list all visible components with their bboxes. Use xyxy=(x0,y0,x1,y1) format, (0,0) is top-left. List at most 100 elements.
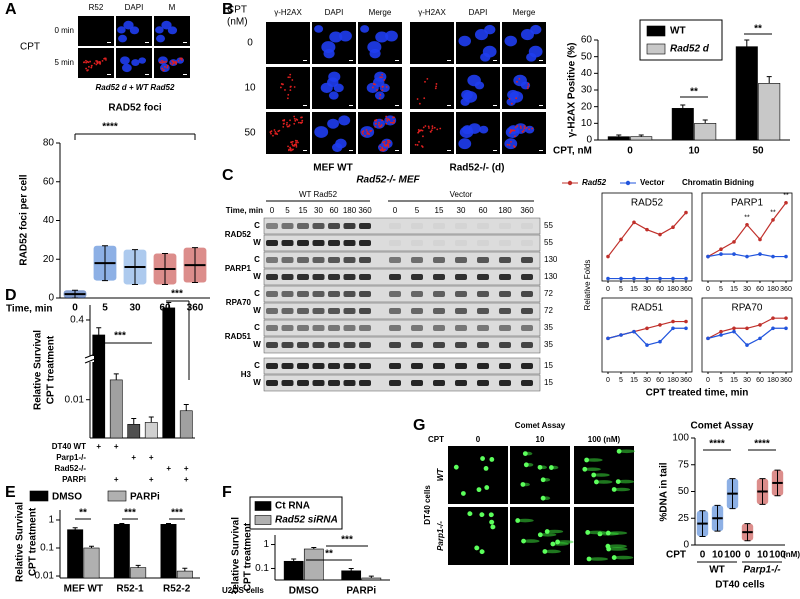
focus xyxy=(385,86,388,88)
focus xyxy=(523,127,526,130)
x-tick-label: 30 xyxy=(743,286,751,293)
panel-letter: A xyxy=(5,1,17,18)
focus xyxy=(519,125,522,128)
band xyxy=(359,308,371,314)
band xyxy=(359,342,371,348)
band xyxy=(455,342,467,348)
focus xyxy=(283,122,285,125)
channel-label: DAPI xyxy=(469,8,488,17)
size-marker: 35 xyxy=(544,340,553,349)
row-label: 10 xyxy=(244,83,256,94)
comet-tail xyxy=(618,449,636,454)
focus xyxy=(510,102,513,105)
band xyxy=(328,325,340,331)
focus xyxy=(508,144,511,146)
focus xyxy=(301,121,303,124)
x-tick-label: 15 xyxy=(730,377,738,384)
focus xyxy=(516,80,518,83)
focus xyxy=(386,119,389,122)
focus xyxy=(101,59,104,62)
blot-strip xyxy=(263,302,541,320)
fraction-label: C xyxy=(254,221,260,230)
point xyxy=(706,336,710,341)
nucleus xyxy=(460,98,470,106)
scale-bar xyxy=(539,60,543,61)
x-tick-label: PARPi xyxy=(346,586,376,594)
band xyxy=(297,342,309,348)
nucleus xyxy=(118,34,128,43)
condition-mark: + xyxy=(131,453,136,462)
bar xyxy=(109,379,123,439)
scale-bar xyxy=(539,150,543,151)
legend-label: Vector xyxy=(640,178,664,187)
legend-marker xyxy=(567,180,573,186)
group-label: Parp1-/- xyxy=(743,565,781,576)
y-tick-label: 1 xyxy=(48,515,54,526)
scale-bar xyxy=(303,105,307,106)
point xyxy=(671,319,675,324)
focus xyxy=(289,86,292,88)
comet-head xyxy=(460,491,466,496)
band xyxy=(411,291,423,297)
x-tick-label: 5 xyxy=(719,286,723,293)
comet-head xyxy=(611,555,617,560)
focus xyxy=(89,60,91,63)
band xyxy=(297,380,309,386)
point xyxy=(719,329,723,334)
focus xyxy=(510,140,512,143)
error-bar xyxy=(183,404,189,411)
blot-strip xyxy=(263,285,541,303)
focus xyxy=(522,129,525,132)
focus xyxy=(389,141,391,144)
band xyxy=(499,274,511,280)
legend-marker xyxy=(625,180,631,186)
nucleus xyxy=(167,26,178,35)
scale-bar xyxy=(395,60,399,61)
blot-header: Rad52-/- MEF xyxy=(356,175,420,186)
comet-image xyxy=(448,507,508,565)
focus xyxy=(379,145,381,148)
point xyxy=(658,339,662,344)
band xyxy=(433,380,445,386)
nucleus xyxy=(479,125,489,134)
point xyxy=(619,237,623,242)
band xyxy=(477,308,489,314)
band xyxy=(521,291,533,297)
y-tick-label: 100 xyxy=(672,433,689,444)
focus xyxy=(279,86,282,89)
band xyxy=(343,308,356,314)
size-marker: 15 xyxy=(544,361,553,370)
band xyxy=(359,380,371,386)
nucleus xyxy=(321,41,336,54)
band xyxy=(521,380,533,386)
significance: **** xyxy=(102,122,118,133)
focus xyxy=(90,65,93,67)
nucleus xyxy=(155,26,164,34)
band xyxy=(411,342,423,348)
legend-label: PARPi xyxy=(130,492,160,503)
band xyxy=(343,380,356,386)
x-tick-label: 180 xyxy=(767,377,779,384)
band xyxy=(389,257,401,263)
nucleus xyxy=(385,30,398,42)
scale-bar xyxy=(145,42,149,43)
row-label: 50 xyxy=(244,128,256,139)
y-axis-label: CPT treatment xyxy=(28,507,39,576)
channel-label: Merge xyxy=(513,8,536,17)
focus xyxy=(172,60,175,63)
focus xyxy=(514,135,516,138)
fraction-label: W xyxy=(253,306,261,315)
focus xyxy=(179,57,181,60)
channel-label: Merge xyxy=(369,8,392,17)
point xyxy=(645,326,649,331)
point xyxy=(745,326,749,331)
x-tick-label: 50 xyxy=(752,146,764,157)
x-tick-label: 5 xyxy=(719,377,723,384)
point xyxy=(732,329,736,334)
focus xyxy=(87,65,90,68)
time-tick: 180 xyxy=(498,206,512,215)
nucleus xyxy=(138,57,147,64)
error-bar xyxy=(368,575,374,578)
focus xyxy=(527,83,530,85)
focus xyxy=(287,125,290,128)
